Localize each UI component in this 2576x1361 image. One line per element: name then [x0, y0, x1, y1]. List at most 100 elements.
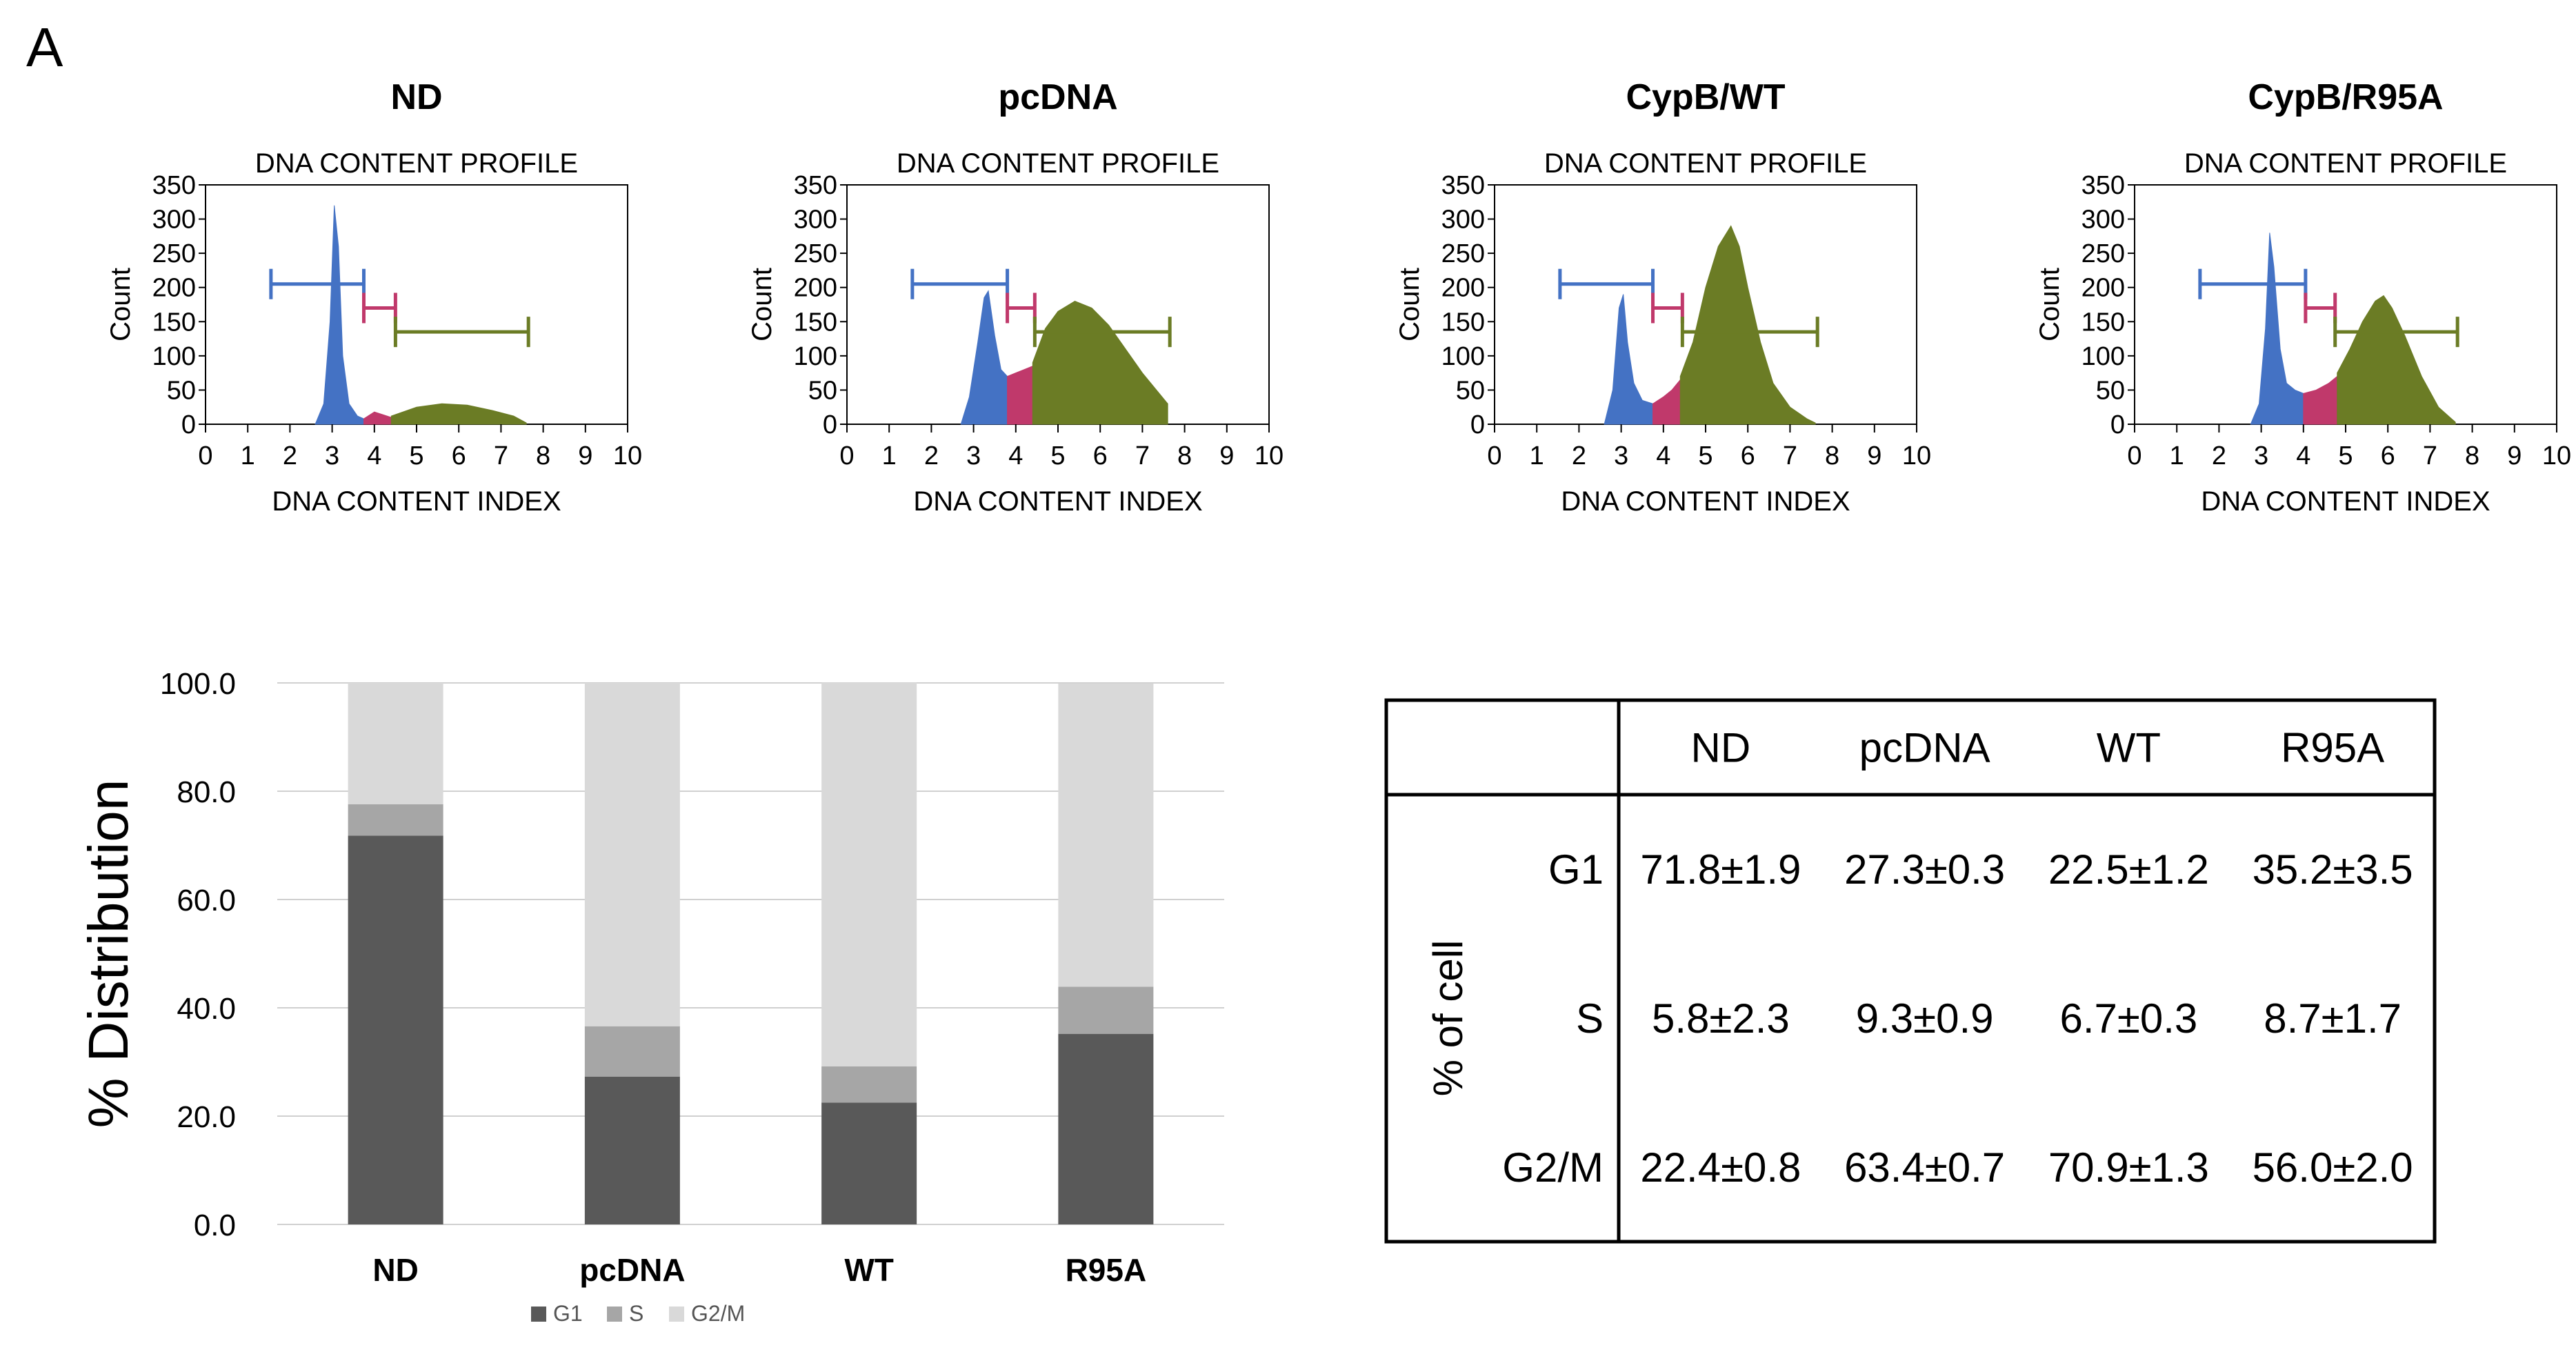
- histogram-area-g2m: [1679, 225, 1816, 425]
- y-tick-label: 350: [2081, 171, 2125, 200]
- x-tick-label: 2: [283, 441, 297, 470]
- legend-label: S: [629, 1301, 643, 1326]
- x-tick-label: 5: [1050, 441, 1065, 470]
- y-tick-label: 0: [2110, 410, 2125, 439]
- x-tick-label: 8: [1177, 441, 1192, 470]
- histogram-title: pcDNA: [998, 77, 1117, 117]
- y-tick-label: 0: [1470, 410, 1485, 439]
- legend-swatch-g1: [531, 1307, 546, 1322]
- histogram-area-g1: [314, 205, 364, 425]
- bar-r95a-s: [1058, 986, 1154, 1034]
- x-tick-label: 9: [1219, 441, 1234, 470]
- x-tick-label: 3: [2254, 441, 2268, 470]
- y-tick-label: 200: [1441, 274, 1485, 303]
- x-tick-label: 5: [409, 441, 423, 470]
- y-axis-title: Count: [1395, 268, 1425, 341]
- histogram-area-g2m: [1032, 300, 1168, 425]
- y-tick-label: 0: [181, 410, 196, 439]
- legend-swatch-g2m: [669, 1307, 684, 1322]
- x-tick-label: 6: [452, 441, 466, 470]
- x-tick-label: 1: [882, 441, 897, 470]
- y-tick-label: 250: [794, 239, 837, 268]
- bar-nd-g2m: [348, 683, 443, 804]
- y-tick-label: 50: [167, 376, 196, 405]
- bar-wt-g1: [821, 1102, 917, 1224]
- x-axis-title: DNA CONTENT INDEX: [1561, 486, 1850, 517]
- table-column-header: ND: [1691, 725, 1751, 771]
- table-cell: 5.8±2.3: [1652, 995, 1790, 1042]
- histogram-subtitle: DNA CONTENT PROFILE: [1544, 148, 1867, 179]
- y-tick-label: 0.0: [194, 1209, 236, 1242]
- table-cell: 9.3±0.9: [1856, 995, 1994, 1042]
- x-tick-label: 10: [613, 441, 642, 470]
- y-tick-label: 60.0: [177, 884, 236, 917]
- y-tick-label: 100.0: [160, 667, 236, 701]
- table-cell: 63.4±0.7: [1844, 1144, 2005, 1191]
- x-tick-label: 6: [1741, 441, 1755, 470]
- y-tick-label: 50: [2096, 376, 2125, 405]
- table-cell: 27.3±0.3: [1844, 846, 2005, 893]
- x-tick-label: 5: [1698, 441, 1713, 470]
- category-label: ND: [372, 1252, 418, 1288]
- x-tick-label: 0: [839, 441, 854, 470]
- category-label: R95A: [1066, 1252, 1147, 1288]
- histogram-area-s: [2303, 375, 2338, 425]
- x-tick-label: 3: [966, 441, 981, 470]
- category-label: pcDNA: [579, 1252, 685, 1288]
- histogram-area-g1: [960, 290, 1008, 425]
- histogram-area-g1: [2250, 232, 2304, 425]
- y-tick-label: 350: [1441, 171, 1485, 200]
- x-tick-label: 1: [1530, 441, 1544, 470]
- legend-label: G1: [553, 1301, 583, 1326]
- histogram-title: CypB/WT: [1626, 77, 1785, 117]
- histogram-area-s: [1007, 365, 1033, 425]
- y-tick-label: 250: [152, 239, 196, 268]
- x-tick-label: 10: [2542, 441, 2571, 470]
- table-row-label: G1: [1548, 846, 1604, 893]
- histogram-title: CypB/R95A: [2248, 77, 2443, 117]
- x-tick-label: 0: [1487, 441, 1501, 470]
- y-tick-label: 80.0: [177, 775, 236, 809]
- y-tick-label: 0: [823, 410, 837, 439]
- y-tick-label: 40.0: [177, 992, 236, 1026]
- bar-pcdna-g1: [584, 1076, 680, 1224]
- y-tick-label: 300: [794, 206, 837, 235]
- bar-pcdna-g2m: [584, 683, 680, 1026]
- table-column-header: pcDNA: [1859, 725, 1990, 771]
- y-tick-label: 300: [1441, 206, 1485, 235]
- bar-nd-g1: [348, 835, 443, 1224]
- bar-pcdna-s: [584, 1026, 680, 1077]
- x-tick-label: 4: [1008, 441, 1023, 470]
- histogram-area-g2m: [390, 403, 527, 425]
- y-tick-label: 150: [2081, 308, 2125, 337]
- y-tick-label: 100: [152, 342, 196, 371]
- table-cell: 22.4±0.8: [1640, 1144, 1801, 1191]
- x-tick-label: 6: [1093, 441, 1108, 470]
- table-cell: 6.7±0.3: [2060, 995, 2198, 1042]
- histogram-subtitle: DNA CONTENT PROFILE: [2184, 148, 2507, 179]
- table-cell: 22.5±1.2: [2048, 846, 2209, 893]
- y-tick-label: 100: [2081, 342, 2125, 371]
- y-tick-label: 100: [1441, 342, 1485, 371]
- y-tick-label: 300: [152, 206, 196, 235]
- x-tick-label: 1: [2170, 441, 2184, 470]
- table-row-group-label: % of cell: [1425, 940, 1471, 1097]
- y-tick-label: 150: [152, 308, 196, 337]
- x-tick-label: 0: [2127, 441, 2141, 470]
- y-tick-label: 150: [1441, 308, 1485, 337]
- table-row-label: G2/M: [1502, 1144, 1604, 1191]
- x-tick-label: 7: [2423, 441, 2437, 470]
- histogram-frame: [205, 184, 628, 425]
- x-axis-title: DNA CONTENT INDEX: [2201, 486, 2490, 517]
- x-tick-label: 9: [2507, 441, 2522, 470]
- table-border: [1384, 698, 2437, 1244]
- x-tick-label: 3: [325, 441, 339, 470]
- category-label: WT: [844, 1252, 894, 1288]
- histogram-area-g1: [1604, 294, 1653, 425]
- x-tick-label: 4: [2296, 441, 2310, 470]
- histogram-area-s: [363, 411, 392, 425]
- table-cell: 8.7±1.7: [2264, 995, 2402, 1042]
